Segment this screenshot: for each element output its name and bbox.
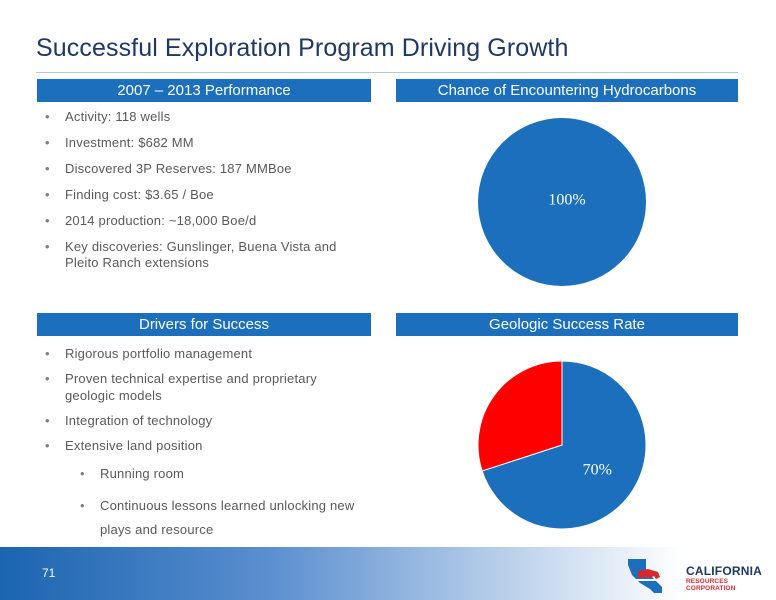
title-divider: [36, 72, 738, 73]
list-item: Proven technical expertise and proprieta…: [36, 370, 366, 404]
sub-list-item: Running room: [36, 462, 366, 486]
pie-slice: [477, 360, 563, 472]
pie-data-label: 70%: [583, 461, 612, 478]
list-item: Rigorous portfolio management: [36, 345, 366, 362]
hydrocarbons-pie-chart: 100%: [478, 118, 646, 286]
logo-subtitle: RESOURCES CORPORATION: [686, 578, 736, 592]
drivers-heading: Drivers for Success: [37, 313, 371, 336]
performance-heading: 2007 – 2013 Performance: [37, 79, 371, 102]
list-item: Activity: 118 wells: [36, 109, 366, 125]
pie-data-label: 100%: [548, 192, 585, 209]
list-item: Integration of technology: [36, 412, 366, 429]
list-item: Extensive land position: [36, 437, 366, 454]
list-item: Key discoveries: Gunslinger, Buena Vista…: [36, 239, 366, 271]
sub-list-item: Continuous lessons learned unlocking new…: [36, 494, 366, 542]
pie-slice: [478, 118, 646, 286]
hydrocarbons-heading: Chance of Encountering Hydrocarbons: [396, 79, 738, 102]
list-item: Discovered 3P Reserves: 187 MMBoe: [36, 161, 366, 177]
list-item: 2014 production: ~18,000 Boe/d: [36, 213, 366, 229]
performance-list: Activity: 118 wells Investment: $682 MM …: [36, 109, 366, 281]
logo-name: CALIFORNIA: [686, 564, 762, 578]
drivers-list: Rigorous portfolio management Proven tec…: [36, 345, 366, 550]
list-item: Investment: $682 MM: [36, 135, 366, 151]
geologic-heading: Geologic Success Rate: [396, 313, 738, 336]
page-title: Successful Exploration Program Driving G…: [36, 34, 569, 62]
california-map-icon: [628, 559, 664, 593]
page-number: 71: [42, 566, 56, 580]
pie-slice: [481, 360, 647, 530]
list-item: Finding cost: $3.65 / Boe: [36, 187, 366, 203]
geologic-pie-chart: 70%: [477, 360, 647, 530]
